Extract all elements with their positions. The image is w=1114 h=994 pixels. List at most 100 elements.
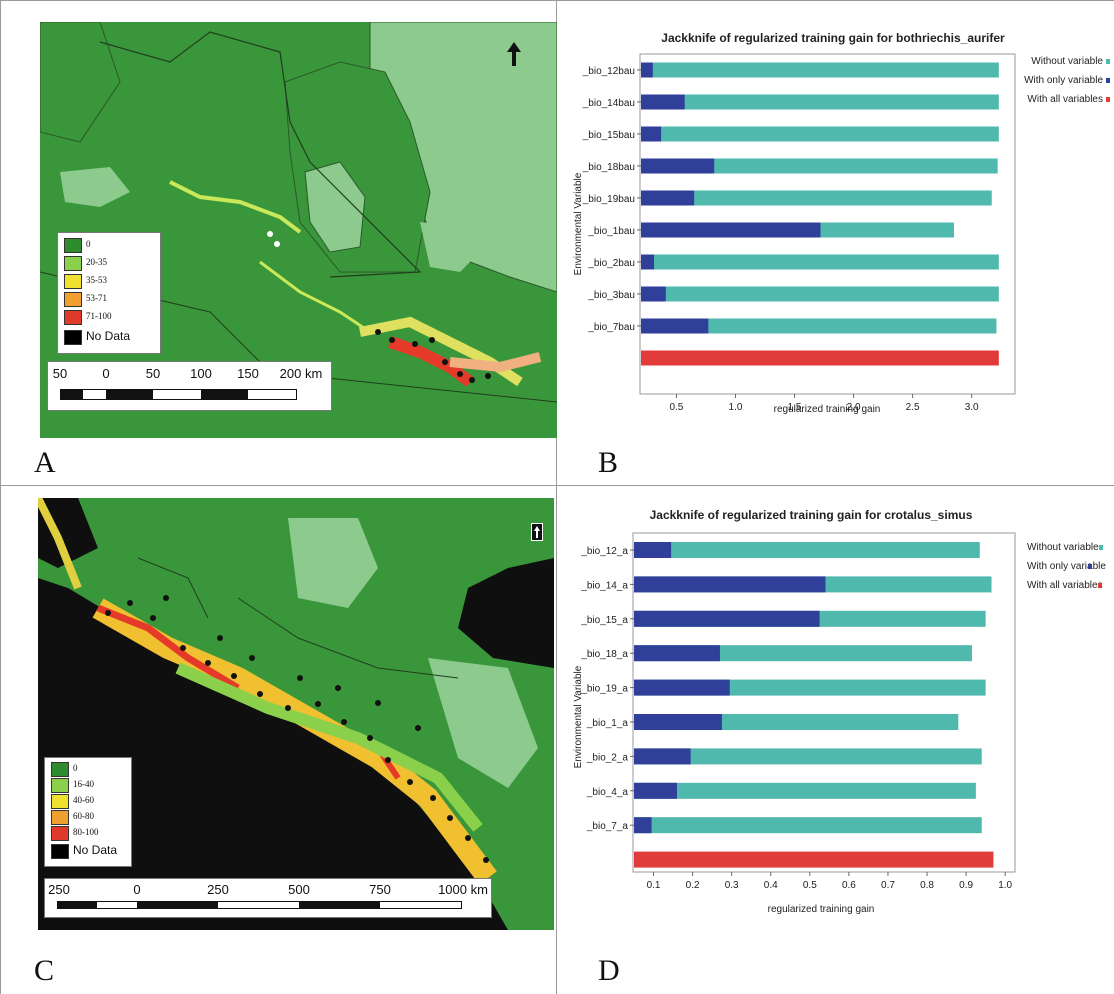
bar-with-only-variable	[634, 645, 720, 662]
scale-label: 1000 km	[438, 882, 488, 897]
x-tick-label: 0.1	[647, 880, 661, 891]
bar-without-variable	[634, 782, 976, 799]
scale-label: 500	[288, 882, 310, 897]
scale-bar-graphic	[60, 389, 297, 400]
scale-label: 200 km	[279, 366, 323, 381]
category-label: _bio_14bau	[582, 98, 635, 109]
legend-label: 16-40	[73, 779, 94, 789]
x-tick-label: 0.3	[725, 880, 739, 891]
chart-title: Jackknife of regularized training gain f…	[650, 508, 973, 522]
panel-letter-d: D	[598, 954, 620, 987]
legend-marker	[1099, 545, 1103, 550]
legend-marker	[1088, 564, 1092, 569]
scale-label: 50	[52, 366, 68, 381]
category-label: _bio_12bau	[582, 66, 635, 77]
legend-swatch	[51, 794, 69, 809]
bar-without-variable	[634, 748, 982, 765]
legend-swatch	[64, 292, 82, 307]
bar-without-variable	[641, 158, 998, 174]
frame-top	[0, 0, 1114, 1]
bar-with-only-variable	[641, 318, 709, 334]
x-tick-label: 3.0	[965, 402, 979, 413]
bar-without-variable	[641, 94, 999, 110]
map-c-terrain	[38, 498, 554, 930]
bar-with-only-variable	[634, 576, 826, 593]
category-label: _bio_18bau	[582, 162, 635, 173]
legend-label: 53-71	[86, 293, 107, 303]
y-axis-label: Environmental Variable	[573, 172, 584, 275]
legend-label: 20-35	[86, 257, 107, 267]
category-label: _bio_15bau	[582, 130, 635, 141]
bar-with-only-variable	[634, 748, 691, 765]
legend-entry: Without variable	[1027, 542, 1099, 553]
legend-swatch	[51, 762, 69, 777]
category-label: _bio_18_a	[580, 649, 628, 660]
bar-without-variable	[641, 254, 999, 270]
legend-label: 0	[86, 239, 91, 249]
category-label: _bio_15_a	[580, 615, 628, 626]
x-tick-label: 0.6	[842, 880, 856, 891]
north-arrow-box-icon	[531, 523, 543, 541]
category-label: _bio_19bau	[582, 194, 635, 205]
panel-letter-a: A	[34, 446, 56, 479]
bar-with-only-variable	[641, 222, 821, 238]
legend-entry: With only variable	[1027, 561, 1106, 572]
bar-with-all-variables	[634, 851, 994, 868]
scale-label: 50	[145, 366, 161, 381]
category-label: _bio_2_a	[586, 752, 629, 763]
scale-label: 0	[133, 882, 141, 897]
bar-with-only-variable	[634, 610, 820, 627]
bar-with-only-variable	[641, 286, 666, 302]
bar-with-only-variable	[641, 126, 662, 142]
scale-label: 250	[48, 882, 70, 897]
bar-with-all-variables	[641, 350, 999, 366]
legend-label: 80-100	[73, 827, 99, 837]
bar-with-only-variable	[634, 679, 730, 696]
map-c	[38, 498, 554, 930]
x-tick-label: 0.4	[764, 880, 778, 891]
bar-with-only-variable	[634, 782, 677, 799]
legend-entry: With only variable	[1024, 75, 1103, 86]
bar-with-only-variable	[634, 542, 672, 558]
x-tick-label: 0.9	[959, 880, 973, 891]
panel-letter-c: C	[34, 954, 55, 987]
legend-label: No Data	[73, 843, 118, 857]
category-label: _bio_2bau	[587, 258, 635, 269]
bar-with-only-variable	[641, 190, 695, 206]
bar-with-only-variable	[641, 62, 653, 78]
legend-swatch	[51, 810, 69, 825]
legend-swatch	[64, 274, 82, 289]
x-tick-label: 2.0	[847, 402, 861, 413]
legend-marker	[1106, 59, 1110, 64]
bar-with-only-variable	[634, 817, 652, 834]
legend-swatch	[64, 310, 82, 325]
chart-legend: Without variable With only variable With…	[1027, 542, 1106, 591]
frame-mid-horizontal	[0, 485, 1114, 486]
legend-label: 71-100	[86, 311, 112, 321]
chart-d-svg: Jackknife of regularized training gain f…	[573, 508, 1106, 915]
bar-without-variable	[641, 286, 999, 302]
bar-with-only-variable	[641, 94, 685, 110]
bar-with-only-variable	[641, 158, 715, 174]
bar-without-variable	[634, 542, 980, 558]
category-label: _bio_1_a	[586, 718, 629, 729]
chart-b: Jackknife of regularized training gain f…	[565, 28, 1110, 428]
category-label: _bio_12_a	[580, 546, 628, 557]
x-tick-label: 0.5	[669, 402, 683, 413]
scale-label: 250	[207, 882, 229, 897]
chart-b-svg: Jackknife of regularized training gain f…	[573, 31, 1110, 415]
x-tick-label: 1.0	[998, 880, 1012, 891]
bar-with-only-variable	[634, 714, 722, 730]
category-label: _bio_3bau	[587, 290, 635, 301]
y-axis-label: Environmental Variable	[573, 665, 584, 768]
legend-label: 35-53	[86, 275, 107, 285]
map-a-scalebar: 50 0 50 100 150 200 km	[47, 361, 332, 411]
legend-label: 60-80	[73, 811, 94, 821]
bar-with-only-variable	[641, 254, 654, 270]
map-c-legend: 0 16-40 40-60 60-80 80-100 No Data	[44, 757, 132, 867]
frame-left	[0, 0, 1, 994]
legend-label: No Data	[86, 329, 131, 343]
chart-title: Jackknife of regularized training gain f…	[661, 31, 1005, 45]
legend-swatch	[51, 844, 69, 859]
x-tick-label: 1.5	[788, 402, 802, 413]
